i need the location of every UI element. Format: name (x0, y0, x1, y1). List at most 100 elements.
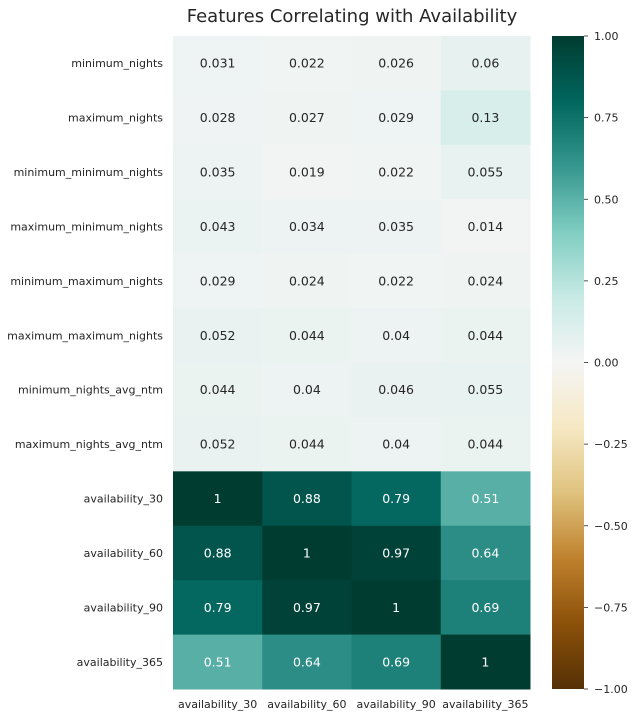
heatmap-cell (440, 308, 531, 363)
heatmap-cell-value: 0.97 (293, 600, 321, 615)
heatmap-cell (440, 199, 531, 255)
heatmap-cell (173, 253, 263, 309)
colorbar-tick-label: −0.25 (594, 438, 628, 451)
row-tick-label: maximum_nights (68, 112, 163, 125)
column-tick-labels: availability_30 availability_60 availabili… (178, 698, 529, 711)
heatmap-cell (262, 471, 352, 527)
heatmap-cell (440, 362, 531, 418)
heatmap-cell-value: 0.79 (382, 491, 410, 506)
row-tick-label: minimum_maximum_nights (10, 275, 163, 288)
heatmap-cell-value: 0.055 (467, 382, 503, 397)
row-tick-labels: minimum_nights maximum_nights minimum_mini… (7, 57, 163, 669)
heatmap-cell-value: 0.052 (200, 328, 236, 343)
heatmap-cell (173, 144, 263, 200)
heatmap-cell-value: 0.024 (467, 273, 503, 288)
heatmap-cell (173, 199, 263, 255)
heatmap-cell-value: 0.69 (382, 654, 410, 669)
heatmap-cell (351, 634, 442, 690)
column-tick-label: availability_365 (442, 698, 528, 711)
heatmap-cell-value: 0.024 (289, 273, 325, 288)
colorbar-tick-label: 0.75 (594, 112, 619, 125)
heatmap-cell-value: 0.044 (467, 328, 503, 343)
heatmap-cell (173, 416, 263, 472)
heatmap-cell-value: 0.035 (200, 165, 236, 180)
column-tick-label: availability_30 (178, 698, 257, 711)
heatmap-cell (351, 471, 442, 527)
heatmap-cell (440, 416, 531, 472)
heatmap-cell (440, 471, 531, 527)
heatmap-cell (262, 36, 352, 91)
heatmap-cell-value: 0.88 (204, 545, 232, 560)
row-tick-label: availability_90 (84, 601, 163, 614)
row-tick-label: maximum_maximum_nights (7, 329, 163, 342)
heatmap-cell-value: 0.51 (204, 654, 232, 669)
row-tick-label: availability_60 (84, 547, 163, 560)
column-tick-label: availability_60 (267, 698, 346, 711)
heatmap-cell-value: 0.04 (382, 437, 410, 452)
heatmap-cell (351, 362, 442, 418)
row-tick-label: maximum_nights_avg_ntm (15, 438, 163, 451)
heatmap-cell-value: 0.79 (204, 600, 232, 615)
row-tick-label: availability_365 (77, 656, 163, 669)
heatmap-cell (262, 634, 352, 690)
heatmap-cell-value: 0.043 (200, 219, 236, 234)
heatmap-cell-value: 0.022 (378, 165, 414, 180)
column-tick-label: availability_90 (356, 698, 435, 711)
heatmap-cell (262, 362, 352, 418)
heatmap-cell-value: 0.035 (378, 219, 414, 234)
heatmap-cell (440, 90, 531, 146)
heatmap-cell-value: 0.88 (293, 491, 321, 506)
colorbar-tick-label: 0.00 (594, 357, 619, 370)
heatmap-cell-value: 1 (303, 545, 311, 560)
heatmap-cell (173, 308, 263, 363)
heatmap-cell-value: 0.031 (200, 56, 236, 71)
heatmap-cell (351, 36, 442, 91)
heatmap-cell-value: 0.034 (289, 219, 325, 234)
heatmap-cell (440, 634, 531, 690)
heatmap-cell (351, 253, 442, 309)
heatmap-cell (173, 580, 263, 636)
colorbar-tick-label: 0.50 (594, 193, 619, 206)
heatmap-cell (440, 36, 531, 91)
heatmap-cell-value: 0.13 (471, 110, 499, 125)
heatmap-cell (440, 144, 531, 200)
row-tick-label: availability_30 (84, 493, 163, 506)
heatmap-cell (262, 308, 352, 363)
heatmap-cells: 0.031 0.022 0.026 0.06 0.028 0.027 0.029 0.13 0.… (173, 36, 531, 690)
heatmap-cell-value: 0.64 (471, 545, 499, 560)
heatmap-cell (440, 580, 531, 636)
heatmap-cell-value: 0.029 (200, 273, 236, 288)
heatmap-cell (262, 90, 352, 146)
colorbar-tick-label: −1.00 (594, 683, 628, 696)
heatmap-cell (262, 580, 352, 636)
chart-title: Features Correlating with Availability (187, 6, 518, 27)
heatmap-cell (262, 199, 352, 255)
heatmap-cell-value: 0.69 (471, 600, 499, 615)
heatmap-cell-value: 0.022 (378, 273, 414, 288)
heatmap-cell-value: 0.044 (289, 437, 325, 452)
heatmap-cell (351, 144, 442, 200)
row-tick-label: maximum_minimum_nights (10, 220, 163, 233)
heatmap-cell-value: 0.04 (293, 382, 321, 397)
heatmap-cell-value: 0.026 (378, 56, 414, 71)
heatmap-cell (440, 253, 531, 309)
heatmap-cell (173, 36, 263, 91)
heatmap-cell (440, 525, 531, 581)
heatmap-cell (351, 90, 442, 146)
heatmap-cell (351, 525, 442, 581)
colorbar-tick-label: 0.25 (594, 275, 619, 288)
heatmap-cell-value: 0.51 (471, 491, 499, 506)
heatmap-cell (173, 525, 263, 581)
row-tick-label: minimum_nights (71, 57, 163, 70)
colorbar: 1.00 0.75 0.50 0.25 0.00 −0.25 −0.50 −0.75 −1.00 (552, 30, 628, 696)
heatmap-cell-value: 0.046 (378, 382, 414, 397)
heatmap-cell-value: 0.055 (467, 165, 503, 180)
colorbar-tick-label: 1.00 (594, 30, 619, 43)
colorbar-tick-label: −0.50 (594, 520, 628, 533)
heatmap-cell (351, 580, 442, 636)
heatmap-cell (262, 416, 352, 472)
heatmap-cell (351, 416, 442, 472)
heatmap-cell-value: 0.044 (467, 437, 503, 452)
heatmap-cell-value: 0.052 (200, 437, 236, 452)
